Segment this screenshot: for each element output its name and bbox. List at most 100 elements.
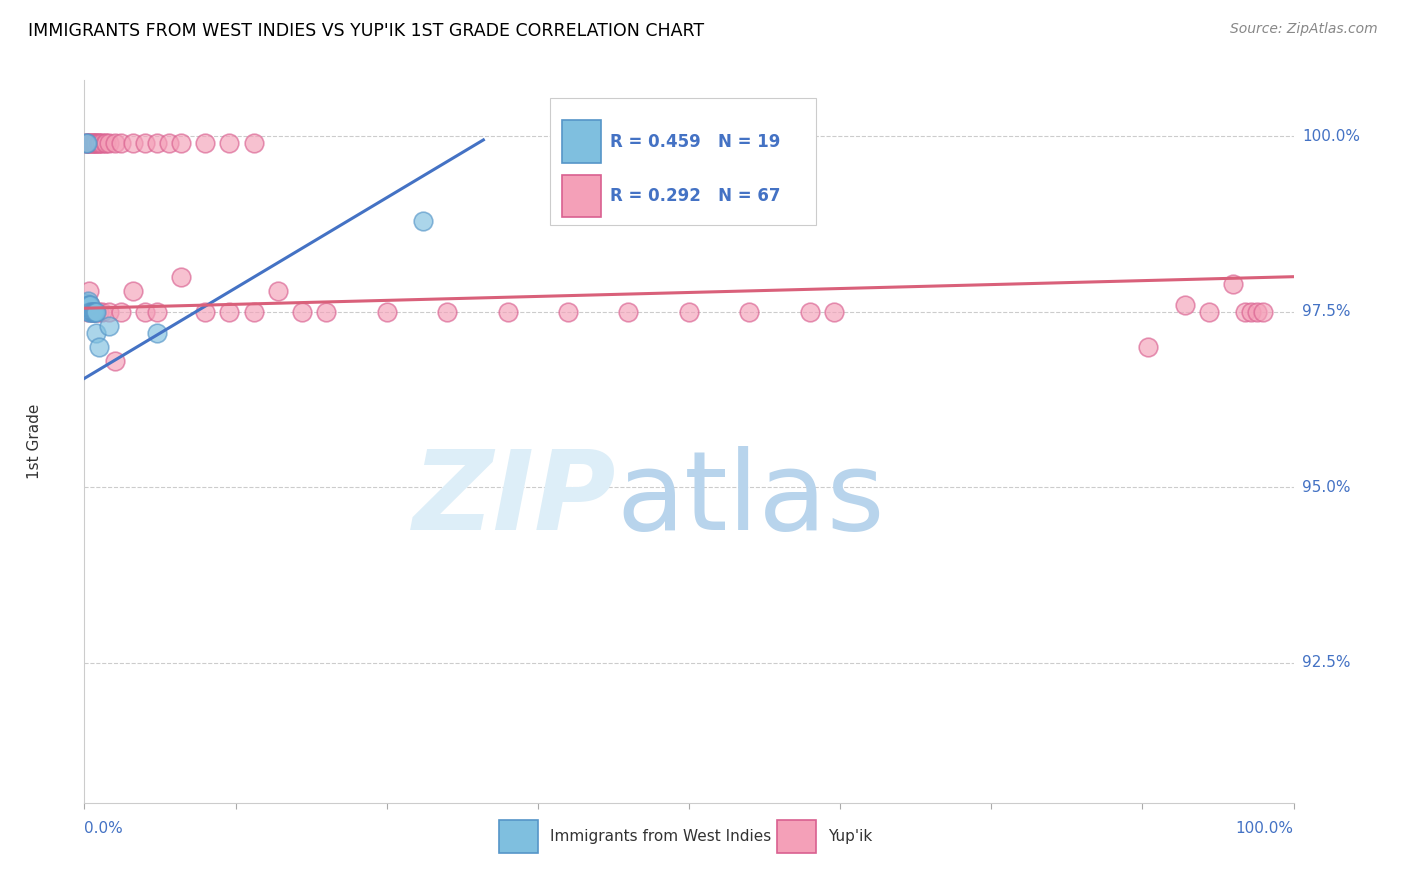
Text: 97.5%: 97.5%	[1302, 304, 1350, 319]
Point	[134, 136, 156, 151]
Point	[77, 284, 100, 298]
Point	[267, 284, 290, 298]
Point	[89, 136, 111, 151]
Point	[496, 305, 519, 319]
Point	[97, 318, 120, 333]
Point	[97, 136, 120, 151]
Point	[242, 136, 264, 151]
Point	[86, 136, 108, 151]
Point	[315, 305, 337, 319]
Point	[375, 305, 398, 319]
Text: 92.5%: 92.5%	[1302, 655, 1350, 670]
Point	[83, 305, 105, 319]
Point	[79, 305, 101, 319]
Point	[738, 305, 761, 319]
Point	[194, 136, 217, 151]
Point	[94, 136, 117, 151]
Point	[218, 305, 240, 319]
Point	[87, 305, 110, 319]
Point	[76, 136, 98, 151]
Text: 1st Grade: 1st Grade	[27, 404, 42, 479]
Point	[80, 305, 103, 319]
Point	[82, 136, 104, 151]
Point	[194, 305, 217, 319]
Point	[79, 298, 101, 312]
Point	[110, 305, 132, 319]
Point	[1246, 305, 1268, 319]
Point	[121, 136, 143, 151]
Point	[104, 136, 127, 151]
Text: R = 0.292   N = 67: R = 0.292 N = 67	[610, 187, 780, 205]
Point	[1174, 298, 1197, 312]
Point	[1222, 277, 1244, 291]
Point	[86, 326, 108, 340]
Point	[77, 298, 100, 312]
Point	[86, 305, 108, 319]
Point	[157, 136, 180, 151]
Point	[80, 305, 103, 319]
Point	[75, 136, 97, 151]
Point	[170, 269, 193, 284]
Point	[77, 294, 100, 309]
Point	[557, 305, 579, 319]
Point	[79, 136, 101, 151]
Point	[134, 305, 156, 319]
FancyBboxPatch shape	[778, 820, 815, 854]
Text: Source: ZipAtlas.com: Source: ZipAtlas.com	[1230, 22, 1378, 37]
Point	[1198, 305, 1220, 319]
Point	[799, 305, 821, 319]
Text: Yup'ik: Yup'ik	[828, 830, 872, 844]
Point	[436, 305, 458, 319]
Text: ZIP: ZIP	[413, 446, 616, 553]
Point	[76, 296, 98, 310]
Point	[1240, 305, 1263, 319]
Point	[77, 298, 100, 312]
Point	[94, 136, 117, 151]
Point	[291, 305, 314, 319]
Point	[83, 136, 105, 151]
FancyBboxPatch shape	[499, 820, 538, 854]
Text: IMMIGRANTS FROM WEST INDIES VS YUP'IK 1ST GRADE CORRELATION CHART: IMMIGRANTS FROM WEST INDIES VS YUP'IK 1S…	[28, 22, 704, 40]
FancyBboxPatch shape	[562, 120, 600, 163]
Text: 100.0%: 100.0%	[1302, 129, 1360, 144]
Point	[83, 305, 105, 319]
Point	[218, 136, 240, 151]
FancyBboxPatch shape	[550, 98, 815, 225]
Point	[1137, 340, 1160, 354]
Point	[86, 305, 108, 319]
Point	[617, 305, 640, 319]
Point	[87, 136, 110, 151]
Point	[1253, 305, 1275, 319]
Text: 0.0%: 0.0%	[84, 821, 124, 836]
Text: R = 0.459   N = 19: R = 0.459 N = 19	[610, 133, 780, 151]
Point	[82, 305, 104, 319]
Point	[84, 136, 107, 151]
Point	[97, 305, 120, 319]
Text: Immigrants from West Indies: Immigrants from West Indies	[550, 830, 770, 844]
Point	[823, 305, 845, 319]
Point	[77, 305, 100, 319]
Point	[678, 305, 700, 319]
Point	[242, 305, 264, 319]
Point	[170, 136, 193, 151]
Text: 95.0%: 95.0%	[1302, 480, 1350, 495]
Point	[77, 136, 100, 151]
Point	[77, 305, 100, 319]
Point	[77, 136, 100, 151]
Point	[1234, 305, 1257, 319]
Text: 100.0%: 100.0%	[1236, 821, 1294, 836]
Point	[91, 136, 114, 151]
Point	[91, 305, 114, 319]
Point	[412, 213, 434, 227]
Point	[87, 340, 110, 354]
Point	[146, 136, 169, 151]
Point	[146, 305, 169, 319]
Point	[86, 136, 108, 151]
Point	[76, 136, 98, 151]
Point	[110, 136, 132, 151]
Point	[104, 354, 127, 368]
Point	[80, 136, 103, 151]
Point	[79, 298, 101, 312]
FancyBboxPatch shape	[562, 175, 600, 217]
Point	[82, 305, 104, 319]
